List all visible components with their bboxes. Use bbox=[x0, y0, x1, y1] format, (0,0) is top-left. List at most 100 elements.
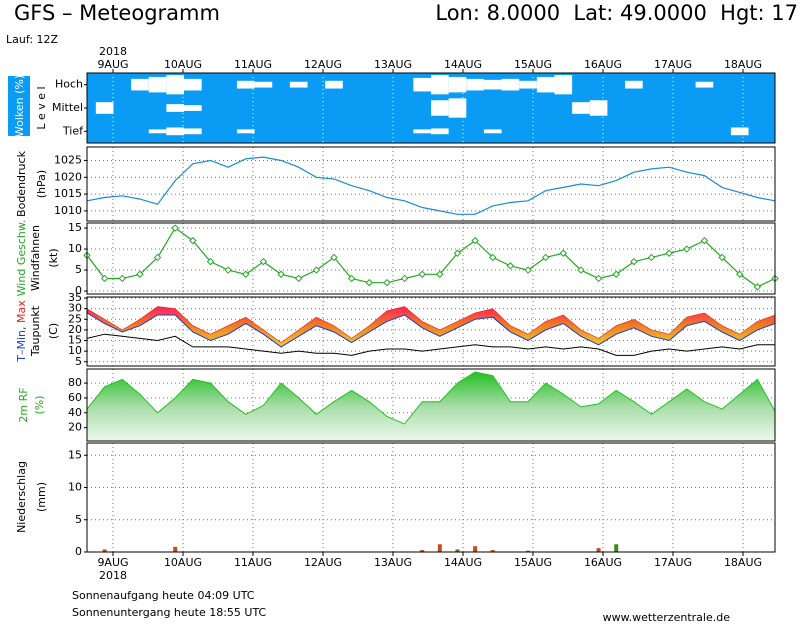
cloud-cover bbox=[483, 129, 502, 134]
y-tick-label: 5 bbox=[75, 513, 82, 526]
location: Lon: 8.0000 Lat: 49.0000 Hgt: 17 bbox=[435, 1, 798, 25]
day-label-bottom: 10AUG bbox=[164, 556, 202, 569]
panel: 0 5 10 15 bbox=[68, 442, 776, 558]
cloud-cover bbox=[519, 80, 537, 89]
marker bbox=[100, 274, 109, 283]
marker bbox=[700, 236, 709, 245]
cloud-cover bbox=[730, 127, 749, 136]
marker bbox=[136, 270, 144, 278]
y-tick-label: 40 bbox=[68, 406, 82, 419]
area-line bbox=[86, 371, 776, 425]
level-name: Mittel bbox=[52, 101, 83, 114]
tmin-label: T–Min, bbox=[15, 327, 28, 363]
pressure-unit: (hPa) bbox=[35, 170, 48, 198]
marker bbox=[206, 257, 215, 266]
marker bbox=[683, 245, 691, 253]
y-tick-label: 35 bbox=[68, 291, 82, 304]
cloud-cover bbox=[625, 80, 643, 89]
year-top: 2018 bbox=[99, 45, 127, 58]
day-label-top: 18AUG bbox=[724, 58, 762, 71]
cloud-cover bbox=[236, 80, 255, 89]
dew-label: Taupunkt bbox=[29, 305, 42, 357]
cloud-cover bbox=[254, 81, 273, 88]
cloud-cover bbox=[448, 76, 467, 93]
marker bbox=[365, 278, 373, 287]
y-tick-label: 60 bbox=[68, 391, 82, 404]
tmax-label: Max bbox=[15, 300, 28, 323]
barb-label: Windfahnen bbox=[29, 225, 42, 291]
series-line bbox=[86, 333, 775, 356]
marker bbox=[665, 249, 673, 257]
frame bbox=[86, 442, 776, 553]
marker bbox=[418, 270, 426, 278]
marker bbox=[577, 266, 585, 274]
source: www.wetterzentrale.de bbox=[603, 611, 731, 624]
day-label-bottom: 9AUG bbox=[97, 556, 128, 569]
y-tick-label: 0 bbox=[75, 284, 82, 297]
day-label-bottom: 12AUG bbox=[304, 556, 342, 569]
cloud-label: Wolken (%) bbox=[13, 75, 26, 137]
sunset: Sonnenuntergang heute 18:55 UTC bbox=[72, 606, 267, 619]
day-label-top: 15AUG bbox=[514, 58, 552, 71]
day-label-bottom: 15AUG bbox=[514, 556, 552, 569]
line bbox=[86, 156, 776, 215]
cloud-cover bbox=[413, 77, 431, 92]
area bbox=[87, 372, 775, 441]
y-tick-label: 15 bbox=[68, 448, 82, 461]
day-label-bottom: 18AUG bbox=[724, 556, 762, 569]
y-tick-label: 30 bbox=[68, 302, 82, 315]
cloud-cover bbox=[431, 75, 449, 95]
marker bbox=[541, 253, 550, 262]
marker bbox=[277, 270, 285, 278]
y-tick-label: 10 bbox=[68, 242, 82, 255]
level-name: Tief bbox=[62, 124, 84, 137]
run: Lauf: 12Z bbox=[6, 33, 59, 46]
cloud-cover bbox=[236, 129, 255, 134]
cloud-cover bbox=[448, 98, 467, 118]
y-tick-label: 20 bbox=[68, 421, 82, 434]
frame bbox=[86, 72, 776, 144]
marker bbox=[347, 274, 356, 283]
cloud-cover bbox=[95, 102, 114, 114]
day-label-top: 16AUG bbox=[584, 58, 622, 71]
y-tick-label: 1015 bbox=[54, 187, 82, 200]
y-tick-label: 1020 bbox=[54, 170, 82, 183]
line bbox=[86, 227, 776, 288]
frame bbox=[86, 368, 776, 442]
marker bbox=[559, 249, 568, 257]
cloud-cover bbox=[413, 129, 431, 134]
frame bbox=[86, 296, 776, 367]
cloud-cover bbox=[148, 76, 167, 93]
cloud-cover bbox=[483, 79, 502, 90]
temp-label: T–Min, Max bbox=[15, 300, 28, 363]
bar bbox=[455, 549, 460, 552]
bar bbox=[526, 550, 531, 552]
title: GFS – Meteogramm bbox=[14, 1, 220, 25]
bar bbox=[102, 549, 107, 552]
frame bbox=[86, 146, 776, 222]
bar bbox=[614, 544, 619, 552]
marker bbox=[630, 257, 638, 266]
day-label-top: 10AUG bbox=[164, 58, 202, 71]
day-label-bottom: 17AUG bbox=[654, 556, 692, 569]
marker bbox=[489, 253, 497, 262]
y-tick-label: 15 bbox=[68, 334, 82, 347]
marker bbox=[294, 274, 303, 283]
cloud-cover bbox=[589, 100, 608, 116]
cloud-cover bbox=[166, 75, 185, 95]
marker bbox=[312, 266, 321, 274]
marker bbox=[647, 253, 656, 262]
day-label-top: 11AUG bbox=[234, 58, 272, 71]
panel: 0 5 10 15 bbox=[68, 221, 779, 297]
marker bbox=[753, 283, 762, 291]
cloud-cover bbox=[325, 80, 343, 89]
cloud-cover bbox=[184, 78, 202, 91]
cloud-cover bbox=[501, 78, 520, 91]
temp-band bbox=[87, 306, 775, 347]
y-tick-label: 1010 bbox=[54, 204, 82, 217]
marker bbox=[594, 274, 603, 283]
cloud-cover bbox=[431, 100, 449, 116]
day-label-bottom: 11AUG bbox=[234, 556, 272, 569]
marker bbox=[383, 278, 391, 287]
marker bbox=[506, 262, 515, 270]
